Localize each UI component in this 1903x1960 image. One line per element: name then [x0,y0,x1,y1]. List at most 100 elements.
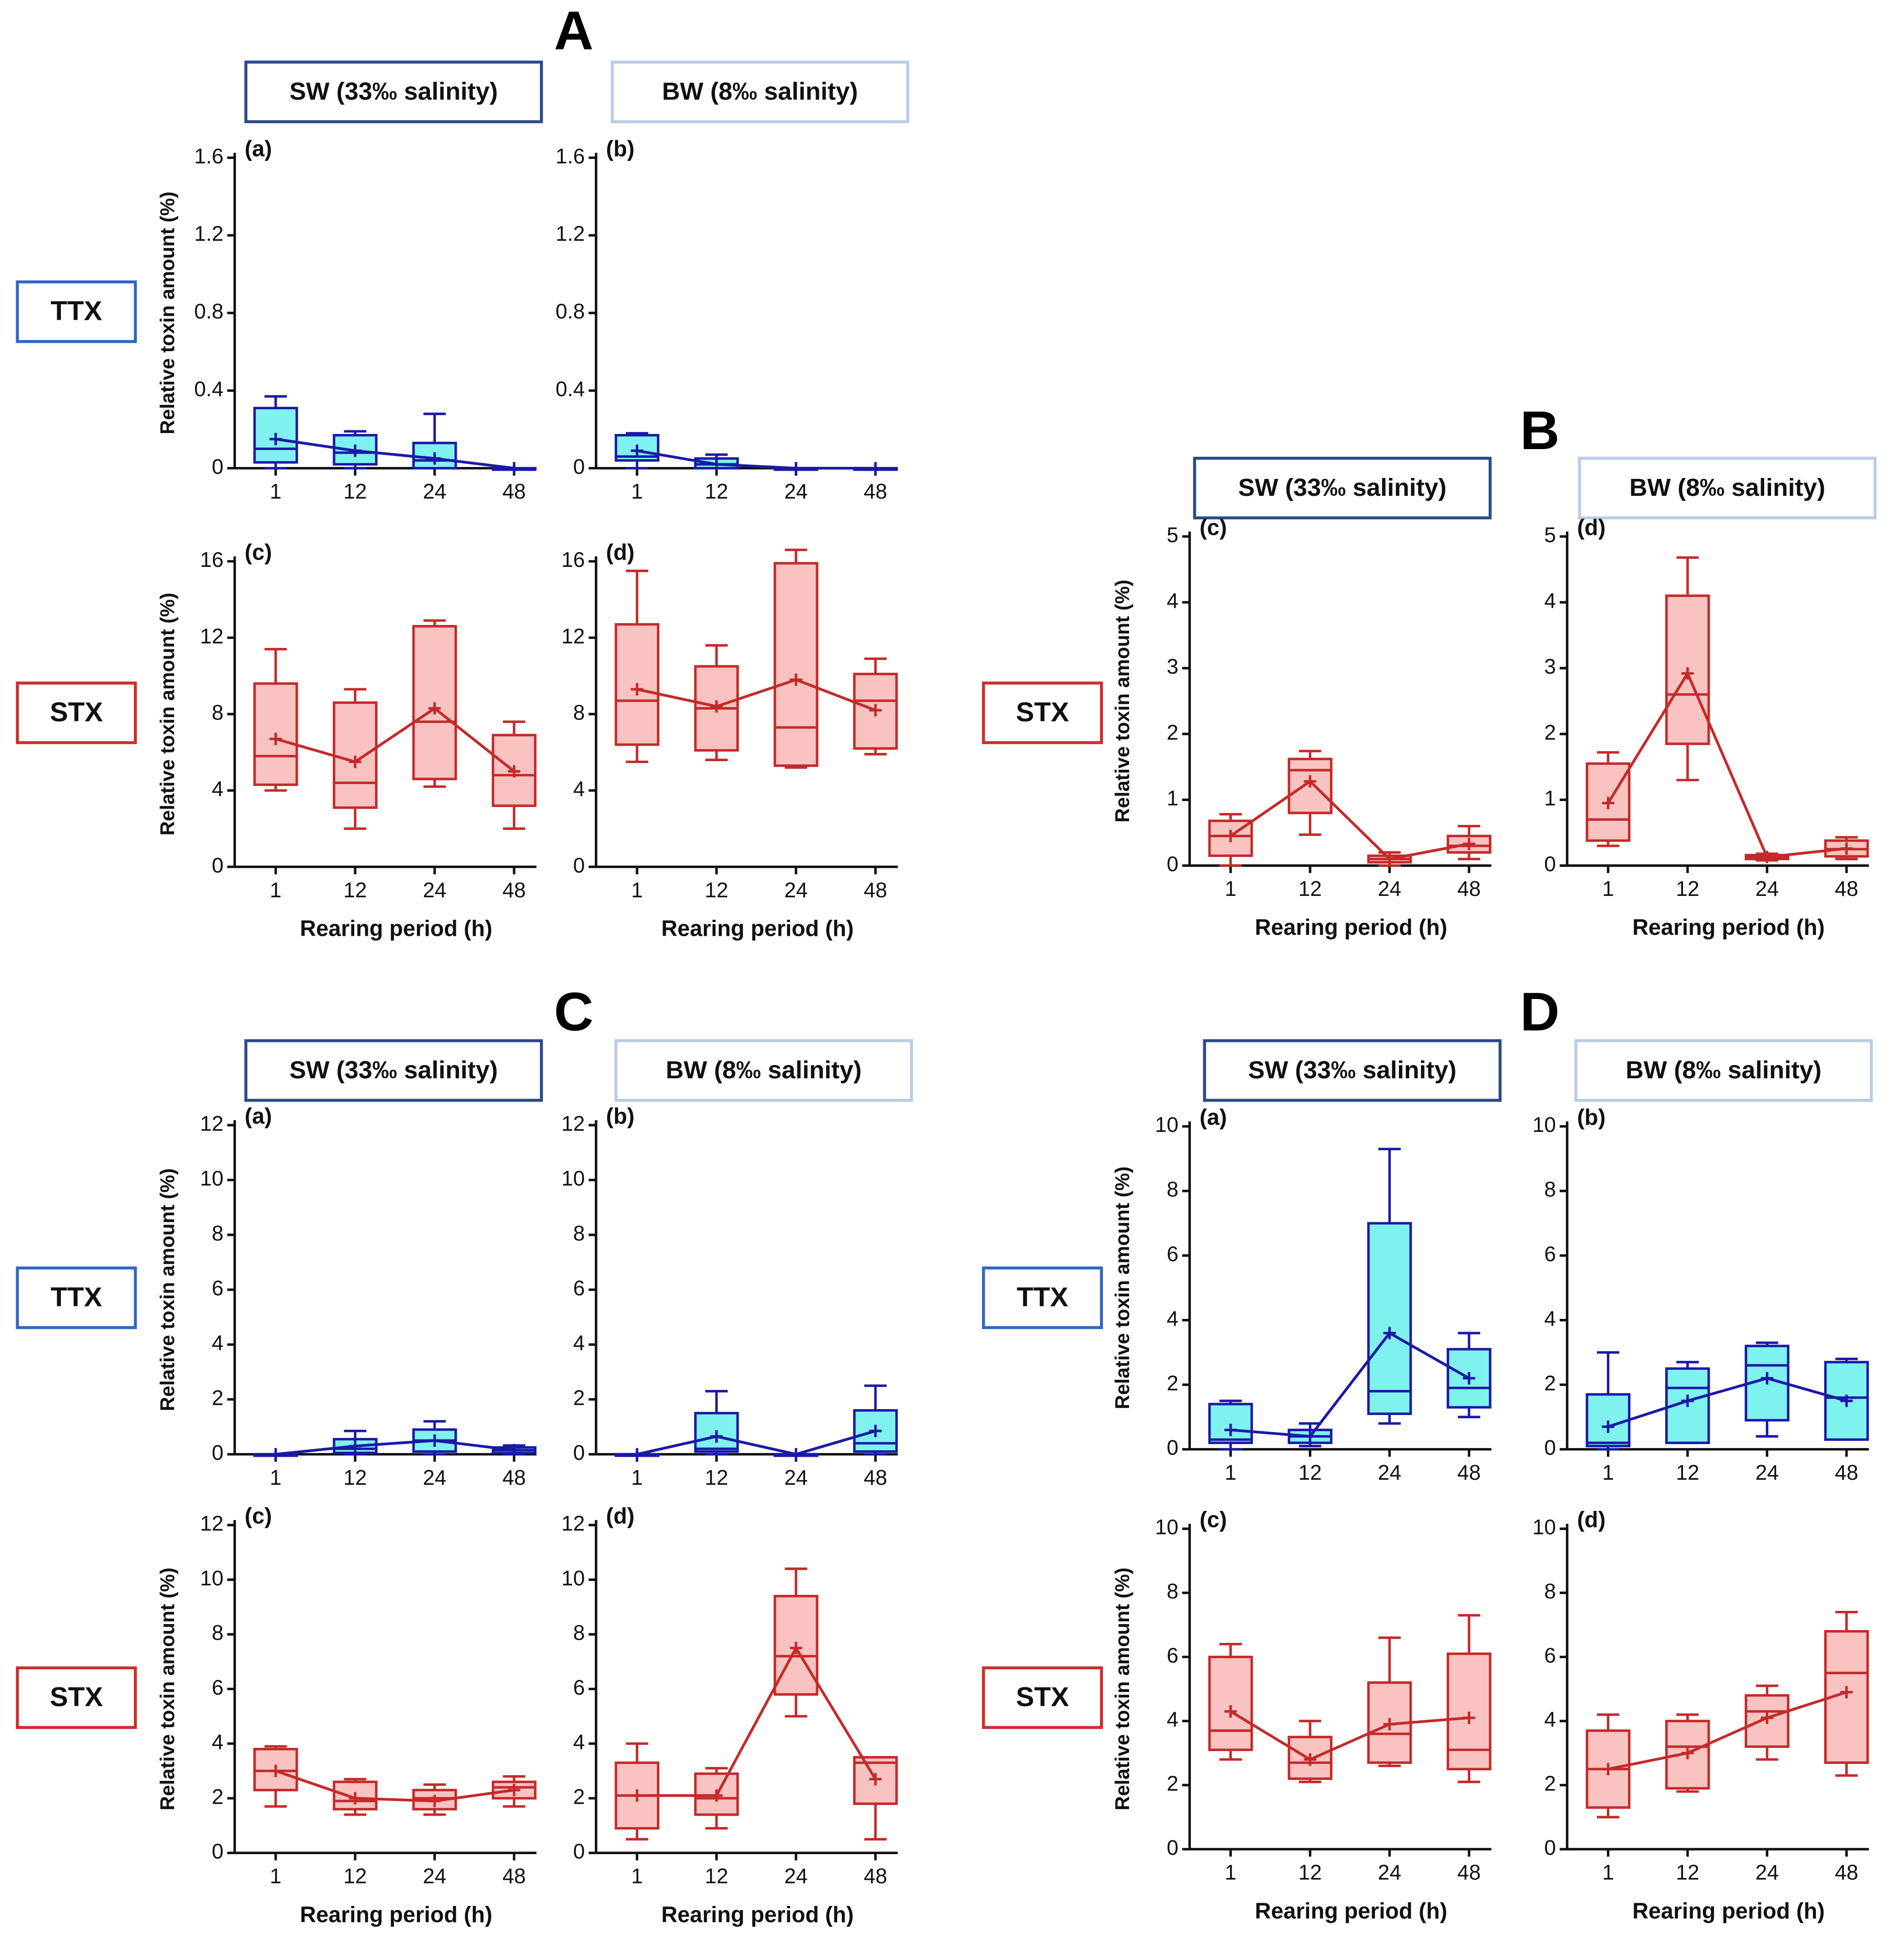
mean-marker [869,1424,882,1438]
y-tick-label: 0 [212,1839,224,1863]
x-tick-label: 24 [1755,1861,1779,1884]
y-tick-label: 4 [1544,1307,1556,1330]
mean-marker [349,1792,362,1805]
mean-marker [869,1773,882,1785]
y-tick-label: 12 [561,624,585,648]
toxin-label-frame [982,1266,1103,1329]
box-48h [853,1756,898,1841]
x-tick-label: 1 [631,878,643,902]
x-tick-label: 24 [784,1466,807,1489]
mean-marker [1463,837,1475,851]
section-letter-a: A [554,0,593,61]
x-tick-label: 48 [1835,877,1858,900]
x-tick-label: 48 [1835,1861,1858,1884]
y-tick-label: 0 [212,455,224,478]
mean-marker [269,732,282,745]
box-iqr [333,701,378,809]
mean-marker [790,673,802,686]
y-axis-title: Relative toxin amount (%) [157,1168,179,1411]
mean-marker [790,462,802,475]
x-tick-label: 12 [1676,877,1699,900]
condition-header-label: SW (33‰ salinity) [290,1056,498,1084]
mean-marker [1304,1753,1316,1766]
mean-marker [428,702,441,715]
x-tick-label: 24 [784,479,807,503]
toxin-label-c-ttx: TTX [16,1266,137,1329]
x-axis-title: Rearing period (h) [300,1902,493,1927]
panel-tag: (a) [1200,1105,1227,1130]
y-tick-label: 0 [1167,1436,1179,1460]
mean-line [636,449,876,470]
y-axis-title: Relative toxin amount (%) [1112,580,1134,823]
box-24h [1367,1147,1412,1425]
x-tick-label: 48 [502,1864,526,1888]
y-tick-label: 8 [1167,1579,1179,1603]
toxin-label-frame [16,1266,137,1329]
box-iqr [333,1780,378,1811]
condition-header-frame [244,1039,543,1102]
mean-marker [869,704,882,717]
box-1h [1585,1713,1631,1818]
mean-marker [349,755,362,768]
y-tick-label: 8 [212,1221,224,1245]
mean-line [1607,1691,1847,1771]
y-tick-label: 10 [200,1566,224,1590]
mean-marker [631,683,643,696]
mean-marker [1601,796,1614,809]
x-tick-label: 48 [502,479,526,503]
y-tick-label: 10 [1532,1515,1556,1539]
y-tick-label: 0 [212,853,224,877]
panel-tag: (a) [245,1104,272,1129]
condition-header-frame [1193,456,1492,520]
panel-tag: (c) [245,540,272,565]
x-tick-label: 24 [1378,877,1401,900]
mean-line [636,678,876,712]
box-1h [253,395,298,470]
x-tick-label: 24 [423,1466,446,1489]
y-tick-label: 0 [1167,852,1179,876]
box-iqr [1744,1694,1790,1748]
x-tick-label: 48 [502,1466,526,1489]
mean-marker [269,1448,282,1460]
condition-header-frame [1203,1039,1502,1102]
x-tick-label: 24 [423,479,446,503]
mean-marker [1224,1423,1237,1436]
toxin-label-text: STX [1016,1681,1069,1712]
mean-marker [1383,1718,1396,1731]
y-tick-label: 4 [1167,1307,1179,1330]
y-tick-label: 4 [1544,589,1556,613]
y-tick-label: 4 [573,1331,585,1355]
y-tick-label: 16 [561,548,585,571]
toxin-label-frame [16,1666,137,1729]
y-tick-label: 4 [212,1331,224,1355]
y-tick-label: 0 [1544,1436,1556,1460]
panel-tag: (d) [606,1504,634,1529]
y-tick-label: 3 [1167,654,1179,678]
panel-tag: (b) [1577,1105,1606,1130]
y-tick-label: 2 [1544,1371,1556,1395]
mean-marker [1760,851,1773,863]
mean-marker [631,445,643,457]
y-tick-label: 12 [200,1511,224,1535]
box-iqr [1208,1655,1253,1751]
toxin-label-b-stx: STX [982,681,1103,744]
box-12h [694,1390,739,1456]
panel-tag: (d) [1577,1508,1606,1532]
y-tick-label: 8 [573,1221,585,1245]
panel-tag: (b) [606,137,634,161]
panel-tag: (d) [606,540,634,565]
panel-tag: (c) [245,1504,272,1529]
condition-header-label: SW (33‰ salinity) [1248,1056,1457,1084]
y-tick-label: 3 [1544,654,1556,678]
y-tick-label: 10 [1155,1515,1179,1539]
toxin-label-text: STX [50,697,103,727]
mean-marker [508,765,521,778]
x-tick-label: 1 [1602,877,1614,900]
y-axis-title: Relative toxin amount (%) [1112,1568,1134,1811]
condition-header-frame [1578,456,1877,520]
